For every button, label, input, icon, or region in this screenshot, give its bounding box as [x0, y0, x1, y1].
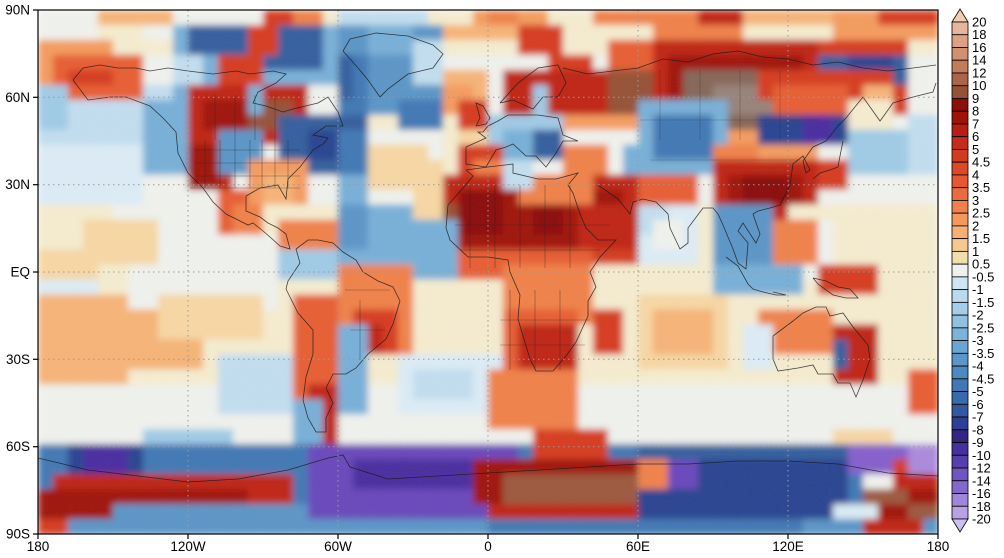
svg-text:-10: -10	[972, 448, 991, 463]
svg-text:-5: -5	[972, 384, 984, 399]
svg-text:-1.5: -1.5	[972, 295, 994, 310]
svg-text:2.5: 2.5	[972, 206, 990, 221]
svg-text:6: 6	[972, 129, 979, 144]
svg-text:1.5: 1.5	[972, 231, 990, 246]
svg-text:90S: 90S	[6, 527, 30, 542]
svg-text:-4.5: -4.5	[972, 371, 994, 386]
svg-text:60E: 60E	[626, 539, 650, 554]
svg-text:-14: -14	[972, 473, 991, 488]
svg-text:-2: -2	[972, 308, 984, 323]
svg-text:1: 1	[972, 244, 979, 259]
svg-text:20: 20	[972, 15, 986, 30]
svg-text:3: 3	[972, 193, 979, 208]
svg-text:-4: -4	[972, 359, 984, 374]
svg-text:9: 9	[972, 91, 979, 106]
svg-text:-1: -1	[972, 282, 984, 297]
svg-text:0.5: 0.5	[972, 257, 990, 272]
svg-text:-16: -16	[972, 486, 991, 501]
svg-text:-7: -7	[972, 410, 984, 425]
svg-text:-9: -9	[972, 435, 984, 450]
svg-text:4: 4	[972, 167, 979, 182]
svg-text:2: 2	[972, 218, 979, 233]
svg-text:-3: -3	[972, 333, 984, 348]
svg-text:14: 14	[972, 53, 986, 68]
svg-text:-6: -6	[972, 397, 984, 412]
svg-text:5: 5	[972, 142, 979, 157]
svg-text:120W: 120W	[170, 539, 206, 554]
svg-text:-18: -18	[972, 499, 991, 514]
svg-text:EQ: EQ	[10, 265, 30, 280]
svg-text:30S: 30S	[6, 352, 30, 367]
svg-text:60N: 60N	[5, 90, 30, 105]
svg-text:10: 10	[972, 78, 986, 93]
svg-text:18: 18	[972, 27, 986, 42]
svg-text:-12: -12	[972, 461, 991, 476]
svg-text:0: 0	[484, 539, 492, 554]
svg-text:60S: 60S	[6, 439, 30, 454]
svg-text:30N: 30N	[5, 177, 30, 192]
svg-text:7: 7	[972, 116, 979, 131]
svg-text:-0.5: -0.5	[972, 269, 994, 284]
svg-text:-3.5: -3.5	[972, 346, 994, 361]
svg-text:60W: 60W	[324, 539, 352, 554]
svg-text:180: 180	[27, 539, 50, 554]
svg-text:120E: 120E	[772, 539, 804, 554]
svg-text:-20: -20	[972, 512, 991, 527]
svg-text:-8: -8	[972, 422, 984, 437]
svg-text:90N: 90N	[5, 3, 30, 18]
svg-text:8: 8	[972, 104, 979, 119]
svg-text:16: 16	[972, 40, 986, 55]
svg-text:3.5: 3.5	[972, 180, 990, 195]
svg-text:4.5: 4.5	[972, 155, 990, 170]
svg-text:12: 12	[972, 65, 986, 80]
svg-text:-2.5: -2.5	[972, 320, 994, 335]
svg-text:180: 180	[927, 539, 950, 554]
